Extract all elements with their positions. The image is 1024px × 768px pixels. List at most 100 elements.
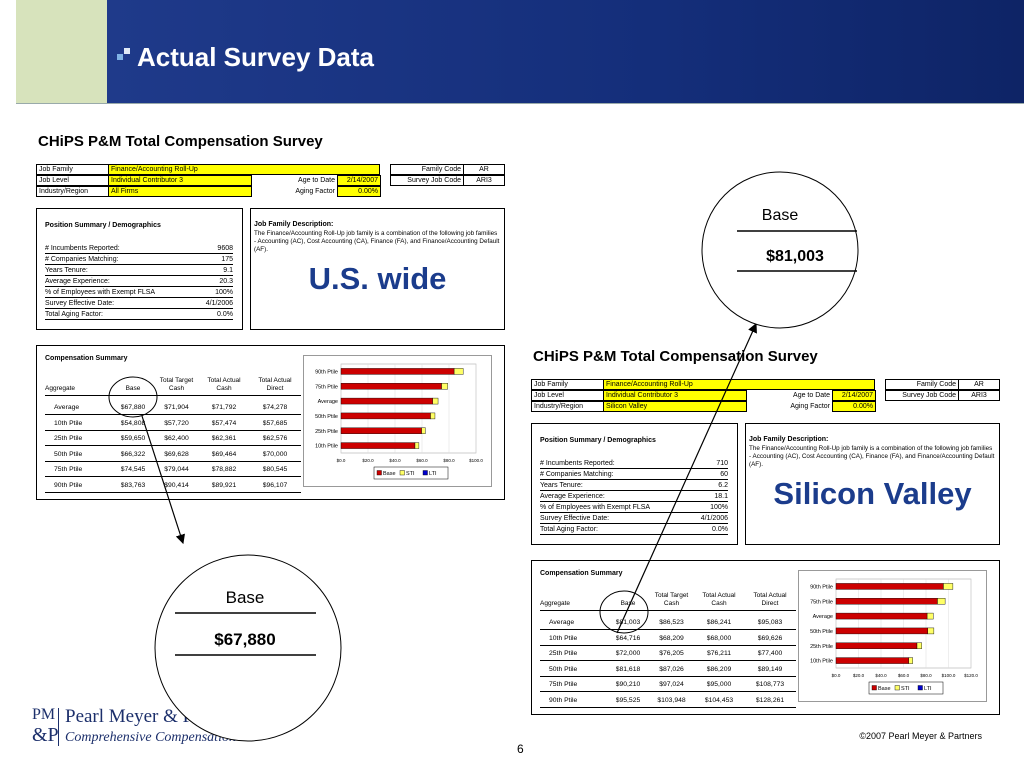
position-label: Survey Effective Date:: [540, 515, 610, 522]
y-tick-label: 25th Ptile: [810, 644, 833, 650]
comp-value: $64,716: [615, 634, 641, 642]
row-label: 75th Ptile: [549, 681, 578, 689]
legend-label: STI: [901, 686, 910, 692]
position-label: Average Experience:: [540, 493, 605, 500]
position-label: Years Tenure:: [540, 482, 583, 489]
comp-value: $96,107: [262, 482, 288, 489]
header-rule: [540, 610, 796, 611]
comp-value: $95,525: [615, 697, 641, 704]
bar-segment: [835, 627, 929, 635]
field-value: Finance/Accounting Roll-Up: [108, 164, 380, 175]
plot-area: [340, 363, 477, 454]
comp-value: $67,880: [120, 404, 146, 411]
logo-bottom: &P: [32, 724, 59, 746]
y-tick-label: 90th Ptile: [315, 369, 338, 375]
code-label: Family Code: [885, 379, 959, 390]
column-header: Base: [620, 600, 636, 607]
chart: $0.0 $20.0 $40.0 $60.0 $80.0 $100.0 $120.0 90th…: [798, 570, 987, 702]
field-label: Job Family: [531, 379, 604, 390]
bar-segment: [835, 612, 928, 620]
comp-value: $78,882: [211, 466, 237, 474]
column-header: Aggregate: [540, 600, 570, 607]
date-value: 2/14/2007: [337, 175, 381, 186]
row-rule: [45, 492, 301, 493]
position-value: 6.2: [718, 482, 728, 489]
row-label: 25th Ptile: [549, 650, 578, 658]
field-label: Industry/Region: [531, 401, 604, 412]
comp-value: $69,626: [757, 634, 783, 642]
title-icon: [124, 48, 130, 54]
position-value: 9608: [217, 245, 233, 252]
header-accent: [16, 0, 107, 103]
bar-segment: [835, 598, 938, 605]
row-label: 75th Ptile: [54, 466, 83, 474]
comp-value: $80,545: [262, 466, 288, 474]
y-tick-label: Average: [813, 614, 833, 620]
comp-box: Compensation Summary Aggregate Base Total T…: [36, 345, 505, 500]
code-value: ARI3: [463, 175, 505, 186]
x-tick-label: $0.0: [337, 458, 346, 463]
row-rule: [45, 286, 233, 287]
x-tick-label: $60.0: [898, 673, 910, 678]
x-tick-label: $20.0: [362, 458, 374, 463]
row-rule: [45, 264, 233, 265]
comp-value: $97,024: [659, 681, 684, 689]
position-label: # Companies Matching:: [45, 256, 119, 263]
row-label: Average: [54, 404, 80, 411]
comp-value: $76,211: [706, 650, 732, 658]
field-label: Job Level: [36, 175, 109, 186]
position-title: Position Summary / Demographics: [45, 222, 161, 229]
header-bar: [107, 0, 1024, 103]
row-rule: [45, 445, 301, 447]
column-header: Total Target Cash: [654, 592, 689, 607]
date-label: Age to Date: [793, 392, 830, 399]
y-tick-label: 50th Ptile: [315, 414, 338, 420]
x-tick-label: $100.0: [469, 458, 483, 463]
legend-label: Base: [878, 686, 891, 692]
code-value: AR: [958, 379, 1000, 390]
description-text: The Finance/Accounting Roll-Up job famil…: [254, 230, 500, 253]
legend-label: Base: [383, 471, 396, 477]
position-label: Average Experience:: [45, 278, 110, 285]
comp-box: Compensation Summary Aggregate Base Total T…: [531, 560, 1000, 715]
comp-value: $86,523: [659, 619, 684, 626]
code-label: Survey Job Code: [390, 175, 464, 186]
row-rule: [540, 660, 796, 662]
slide-title: Actual Survey Data: [137, 42, 374, 72]
field-label: Industry/Region: [36, 186, 109, 197]
legend-swatch: [917, 685, 923, 691]
comp-value: $54,808: [120, 419, 146, 427]
legend-label: STI: [406, 471, 415, 477]
row-label: Average: [549, 619, 575, 626]
comp-value: $79,044: [164, 466, 189, 474]
bar-segment: [916, 642, 922, 649]
x-tick-label: $40.0: [875, 673, 887, 678]
comp-value: $81,003: [615, 619, 641, 626]
column-header: Total Actual Direct: [753, 592, 787, 607]
row-rule: [540, 691, 796, 693]
bar-segment: [943, 583, 954, 590]
bar-segment: [432, 397, 439, 405]
code-value: AR: [463, 164, 505, 175]
x-tick-label: $60.0: [416, 458, 428, 463]
comp-value: $81,618: [615, 665, 641, 673]
comp-title: Compensation Summary: [45, 355, 128, 362]
x-tick-label: $80.0: [443, 458, 455, 463]
legend-swatch: [871, 685, 877, 691]
x-tick-label: $80.0: [920, 673, 932, 678]
bar-segment: [340, 383, 442, 390]
position-value: 18.1: [714, 493, 728, 500]
survey-panel: CHiPS P&M Total Compensation Survey Job F…: [35, 130, 507, 502]
row-rule: [45, 476, 301, 478]
position-label: # Companies Matching:: [540, 471, 614, 478]
bar-segment: [421, 427, 426, 434]
legend-label: LTI: [429, 471, 437, 477]
column-header: Total Actual Cash: [702, 592, 736, 607]
x-tick-label: $120.0: [964, 673, 978, 678]
bar-segment: [340, 397, 433, 405]
row-rule: [45, 308, 233, 309]
row-label: 25th Ptile: [54, 435, 83, 443]
field-label: Job Family: [36, 164, 109, 175]
date-label: Aging Factor: [295, 188, 335, 195]
